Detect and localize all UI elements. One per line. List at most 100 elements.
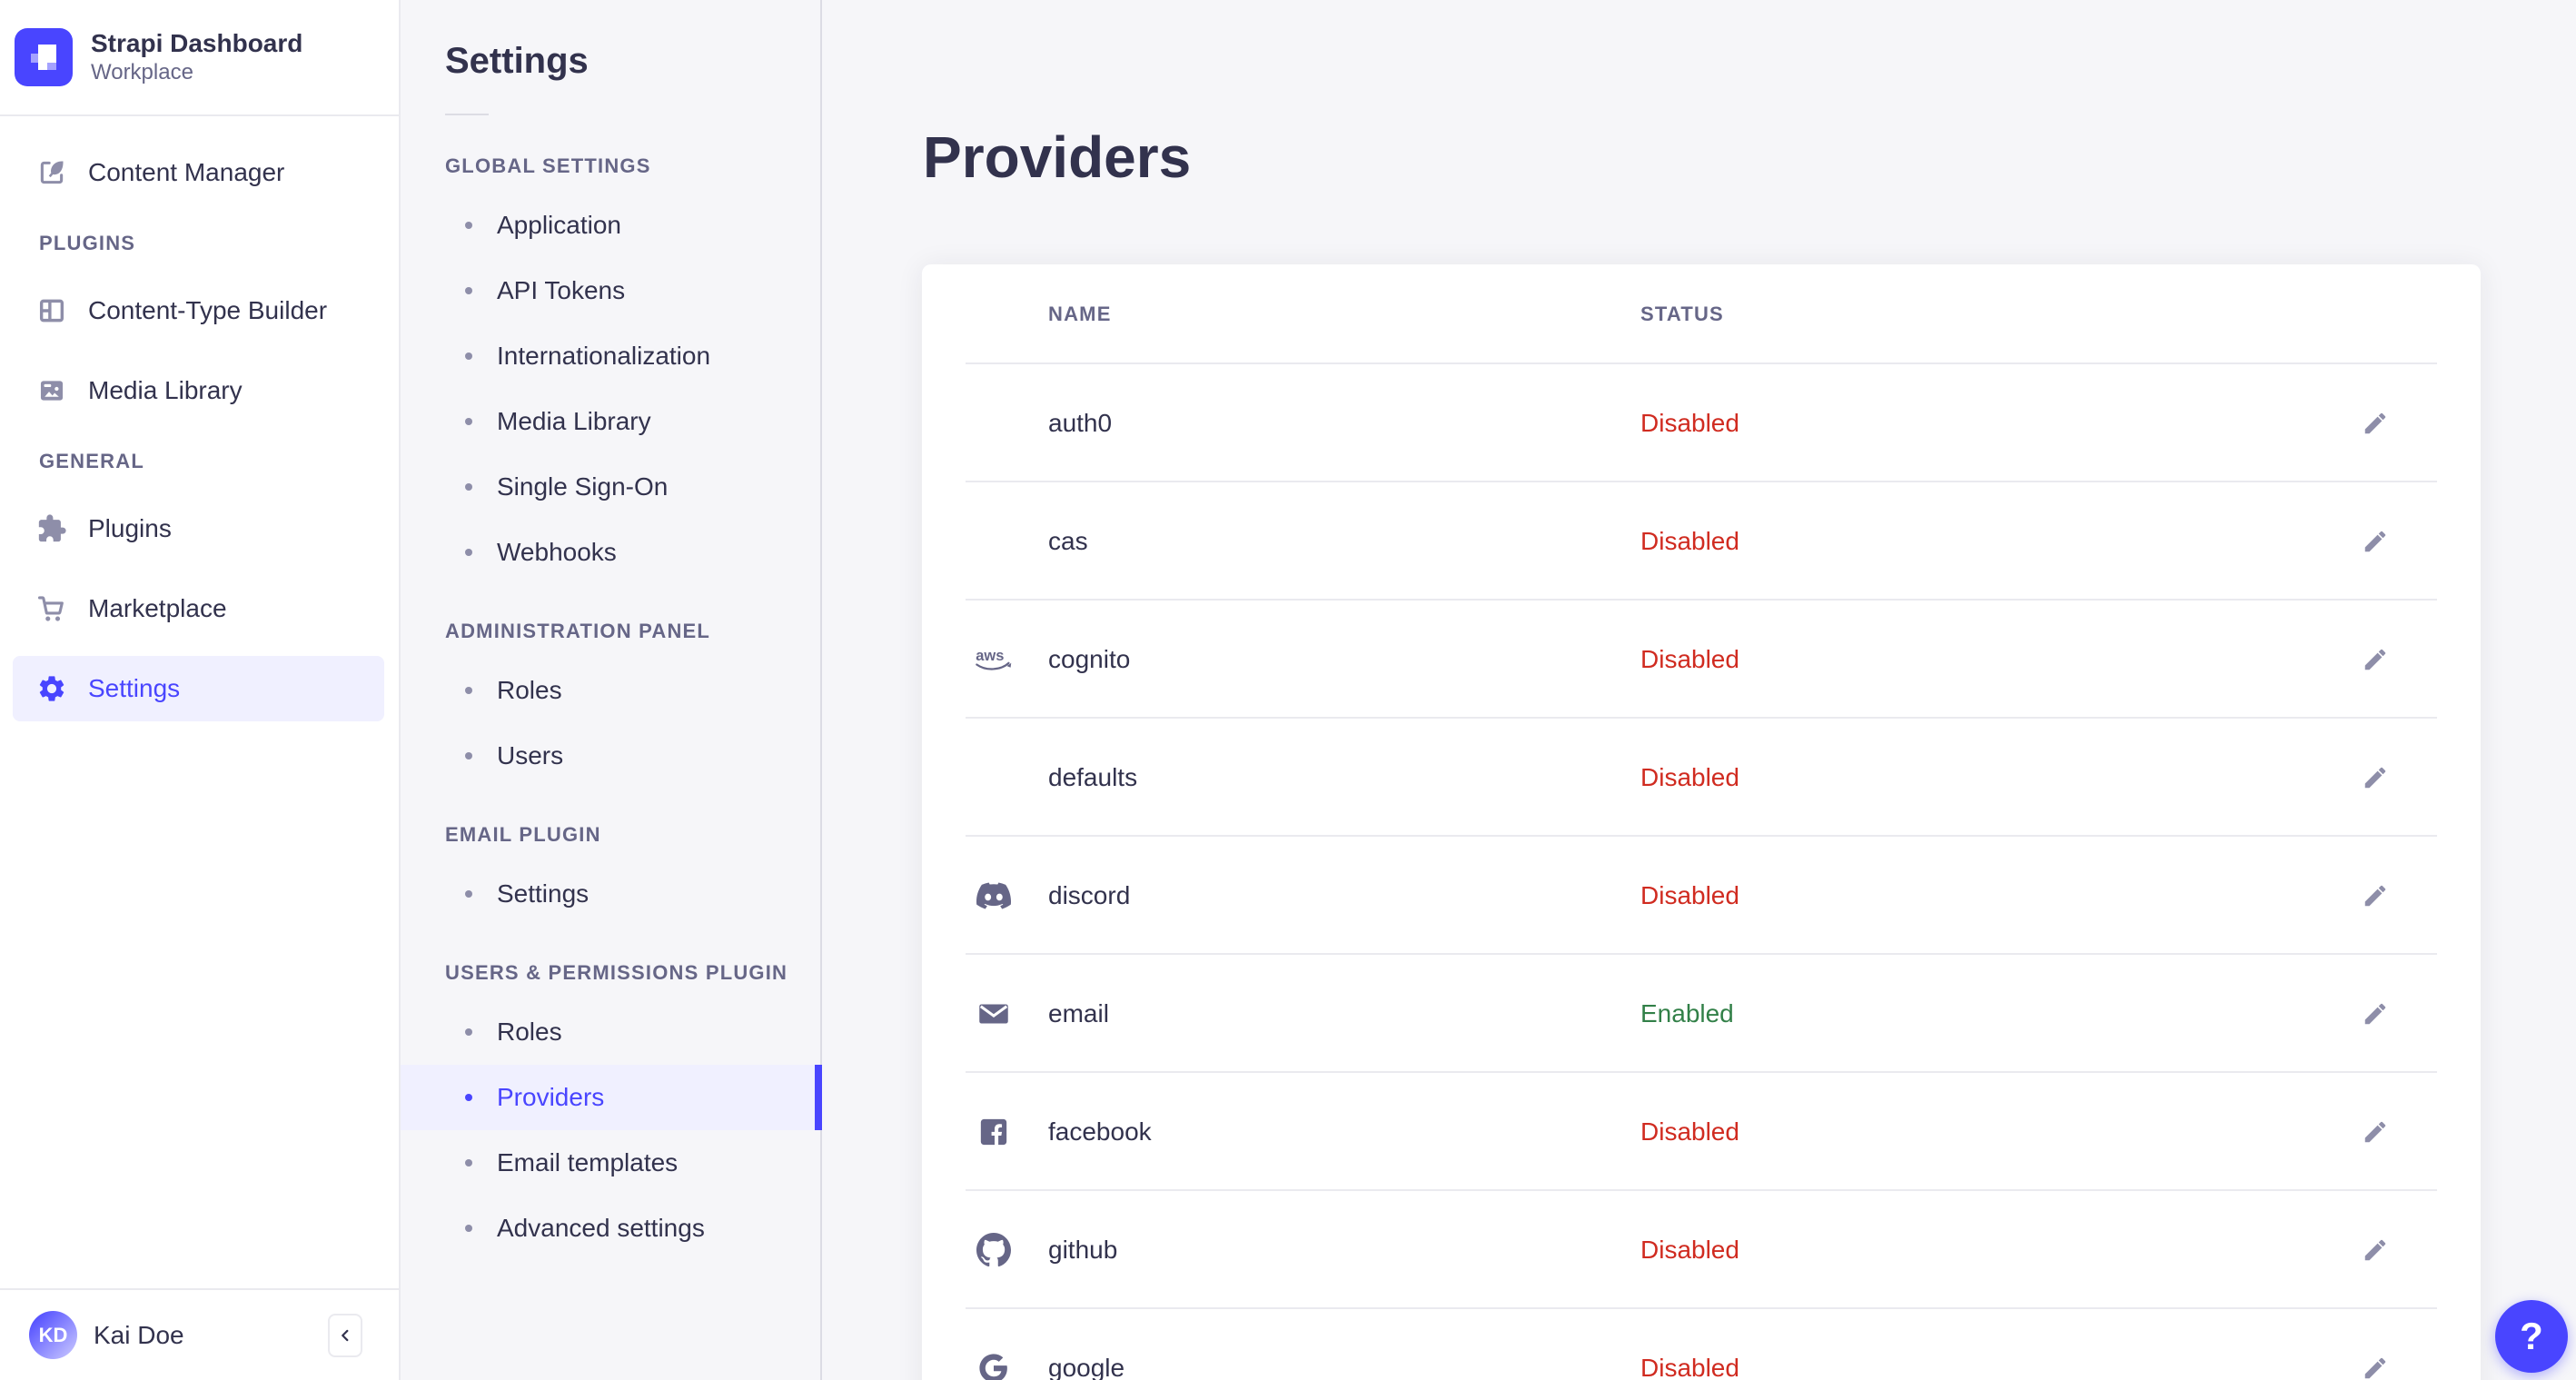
- edit-provider-button[interactable]: [2355, 876, 2395, 916]
- divider: [966, 716, 2437, 719]
- divider: [966, 952, 2437, 955]
- status-badge: Disabled: [1640, 1353, 1739, 1380]
- settings-nav-item-email-settings[interactable]: Settings: [401, 861, 820, 927]
- sidebar-section-plugins: PLUGINS: [39, 232, 136, 254]
- edit-provider-button[interactable]: [2355, 1112, 2395, 1152]
- settings-nav-item-providers[interactable]: Providers: [401, 1065, 822, 1130]
- sidebar-item-label: Media Library: [88, 376, 243, 404]
- table-row-cas: cas Disabled: [922, 482, 2481, 601]
- pencil-icon: [2364, 531, 2386, 552]
- settings-nav-item-users[interactable]: Users: [401, 723, 820, 789]
- media-library-icon: [36, 375, 67, 406]
- status-badge: Disabled: [1640, 762, 1739, 791]
- pencil-icon: [2364, 767, 2386, 789]
- pencil-icon: [2364, 885, 2386, 907]
- help-button[interactable]: ?: [2495, 1300, 2568, 1373]
- column-header-status: STATUS: [1640, 302, 1724, 325]
- bullet-icon: [465, 752, 472, 759]
- google-icon: [974, 1348, 1014, 1380]
- sidebar-item-plugins[interactable]: Plugins: [13, 496, 384, 561]
- main-content: Providers NAME STATUS auth0 Disabled cas…: [822, 0, 2576, 1380]
- provider-name: email: [1048, 998, 1109, 1028]
- edit-provider-button[interactable]: [2355, 1348, 2395, 1380]
- table-row-cognito: aws cognito Disabled: [922, 601, 2481, 719]
- table-row-facebook: facebook Disabled: [922, 1073, 2481, 1191]
- divider: [966, 1188, 2437, 1191]
- settings-nav-item-single-sign-on[interactable]: Single Sign-On: [401, 454, 820, 520]
- table-row-email: email Enabled: [922, 955, 2481, 1073]
- table-header: NAME STATUS: [922, 264, 2481, 364]
- settings-section-users-permissions-plugin: USERS & PERMISSIONS PLUGIN: [445, 961, 788, 984]
- provider-name: cognito: [1048, 644, 1131, 673]
- bullet-icon: [465, 222, 472, 229]
- settings-nav-item-media-library[interactable]: Media Library: [401, 389, 820, 454]
- sidebar-item-media-library[interactable]: Media Library: [13, 358, 384, 423]
- collapse-sidebar-button[interactable]: [328, 1313, 362, 1357]
- divider: [966, 1306, 2437, 1309]
- table-row-discord: discord Disabled: [922, 837, 2481, 955]
- sidebar-item-label: Plugins: [88, 514, 172, 542]
- provider-name: google: [1048, 1353, 1125, 1380]
- edit-provider-button[interactable]: [2355, 521, 2395, 561]
- status-badge: Disabled: [1640, 1117, 1739, 1146]
- settings-nav-item-application[interactable]: Application: [401, 193, 820, 258]
- content-manager-icon: [36, 157, 67, 188]
- settings-nav-item-webhooks[interactable]: Webhooks: [401, 520, 820, 585]
- status-badge: Disabled: [1640, 1235, 1739, 1264]
- bullet-icon: [465, 287, 472, 294]
- sidebar-item-content-type-builder[interactable]: Content-Type Builder: [13, 278, 384, 343]
- providers-table-card: NAME STATUS auth0 Disabled cas Disabled: [922, 263, 2481, 1380]
- sidebar-item-content-manager[interactable]: Content Manager: [13, 140, 384, 205]
- settings-nav-item-roles[interactable]: Roles: [401, 658, 820, 723]
- settings-section-administration-panel: ADMINISTRATION PANEL: [445, 620, 711, 642]
- edit-provider-button[interactable]: [2355, 758, 2395, 798]
- aws-icon: aws: [974, 640, 1014, 680]
- settings-nav-item-up-roles[interactable]: Roles: [401, 999, 820, 1065]
- table-row-github: github Disabled: [922, 1191, 2481, 1309]
- provider-name: cas: [1048, 526, 1088, 555]
- divider: [445, 114, 489, 115]
- divider: [966, 598, 2437, 601]
- divider: [966, 480, 2437, 482]
- app-title: Strapi Dashboard: [91, 29, 303, 57]
- sidebar-item-settings[interactable]: Settings: [13, 656, 384, 721]
- status-badge: Disabled: [1640, 880, 1739, 909]
- edit-provider-button[interactable]: [2355, 1230, 2395, 1270]
- gear-icon: [36, 673, 67, 704]
- edit-provider-button[interactable]: [2355, 640, 2395, 680]
- pencil-icon: [2364, 1003, 2386, 1025]
- bullet-icon: [465, 687, 472, 694]
- table-row-auth0: auth0 Disabled: [922, 364, 2481, 482]
- status-badge: Disabled: [1640, 408, 1739, 437]
- svg-text:aws: aws: [976, 648, 1004, 664]
- settings-nav-item-email-templates[interactable]: Email templates: [401, 1130, 820, 1196]
- bullet-icon: [465, 1094, 472, 1101]
- facebook-icon: [974, 1112, 1014, 1152]
- sidebar-item-marketplace[interactable]: Marketplace: [13, 576, 384, 641]
- bullet-icon: [465, 1225, 472, 1232]
- settings-nav-item-advanced-settings[interactable]: Advanced settings: [401, 1196, 820, 1261]
- bullet-icon: [465, 418, 472, 425]
- main-navigation: Content Manager PLUGINS Content-Type Bui…: [0, 116, 399, 721]
- edit-provider-button[interactable]: [2355, 994, 2395, 1034]
- puzzle-icon: [36, 513, 67, 544]
- settings-nav-item-internationalization[interactable]: Internationalization: [401, 323, 820, 389]
- settings-nav-item-api-tokens[interactable]: API Tokens: [401, 258, 820, 323]
- sidebar-item-label: Marketplace: [88, 594, 227, 622]
- divider: [966, 1070, 2437, 1073]
- strapi-logo-icon: [15, 28, 73, 86]
- content-type-builder-icon: [36, 295, 67, 326]
- main-sidebar: Strapi Dashboard Workplace Content Manag…: [0, 0, 401, 1380]
- provider-name: defaults: [1048, 762, 1138, 791]
- status-badge: Disabled: [1640, 644, 1739, 673]
- pencil-icon: [2364, 1121, 2386, 1143]
- workspace-switcher[interactable]: Strapi Dashboard Workplace: [0, 0, 399, 116]
- cart-icon: [36, 593, 67, 624]
- bullet-icon: [465, 890, 472, 898]
- provider-name: auth0: [1048, 408, 1113, 437]
- edit-provider-button[interactable]: [2355, 403, 2395, 443]
- column-header-name: NAME: [1048, 302, 1112, 325]
- status-badge: Enabled: [1640, 998, 1734, 1028]
- page-title: Providers: [923, 124, 1192, 190]
- provider-name: github: [1048, 1235, 1118, 1264]
